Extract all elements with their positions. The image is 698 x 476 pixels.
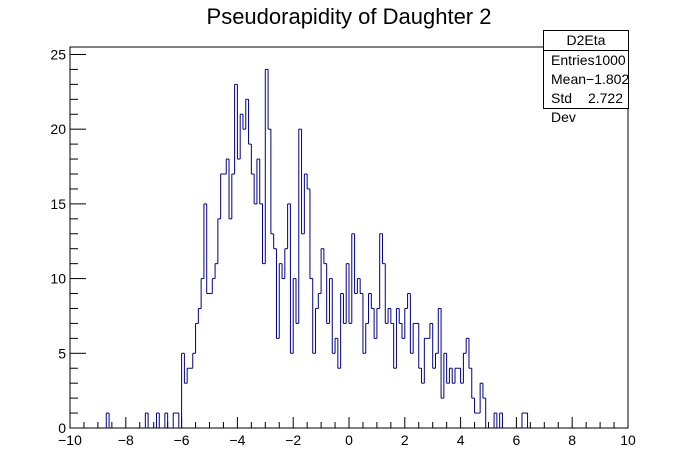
stats-stddev-label: Std Dev (551, 90, 576, 125)
y-tick-label: 10 (50, 271, 66, 287)
stats-mean-label: Mean (551, 71, 587, 87)
stats-box-title: D2Eta (544, 31, 628, 51)
x-tick-label: 6 (513, 432, 521, 448)
x-tick-label: −10 (58, 432, 82, 448)
x-tick-label: 8 (568, 432, 576, 448)
x-tick-label: −6 (174, 432, 190, 448)
stats-box: D2Eta Entries 1000 Mean −1.802 Std Dev 2… (543, 30, 630, 125)
x-axis: −10 −8 −6 −4 −2 0 2 4 6 8 10 (58, 417, 636, 448)
stats-row-entries: Entries 1000 (544, 51, 628, 70)
x-tick-label: 10 (620, 432, 636, 448)
y-tick-label: 20 (50, 121, 66, 137)
chart-title: Pseudorapidity of Daughter 2 (207, 4, 492, 29)
stats-entries-label: Entries (551, 52, 595, 68)
x-tick-label: −4 (229, 432, 245, 448)
stats-mean-value: −1.802 (586, 71, 630, 87)
x-tick-label: −8 (118, 432, 134, 448)
y-tick-label: 25 (50, 46, 66, 62)
stats-stddev-value: 2.722 (587, 90, 623, 106)
histogram-bins (105, 68, 529, 428)
y-axis: 0 5 10 15 20 25 (50, 46, 86, 436)
stats-entries-value: 1000 (594, 52, 626, 68)
stats-row-stddev: Std Dev 2.722 (544, 89, 628, 125)
x-tick-label: 4 (457, 432, 465, 448)
stats-row-mean: Mean −1.802 (544, 70, 630, 89)
x-tick-label: 2 (401, 432, 409, 448)
x-tick-label: 0 (345, 432, 353, 448)
y-tick-label: 15 (50, 196, 66, 212)
x-tick-label: −2 (285, 432, 301, 448)
y-tick-label: 0 (58, 420, 66, 436)
y-tick-label: 5 (58, 345, 66, 361)
